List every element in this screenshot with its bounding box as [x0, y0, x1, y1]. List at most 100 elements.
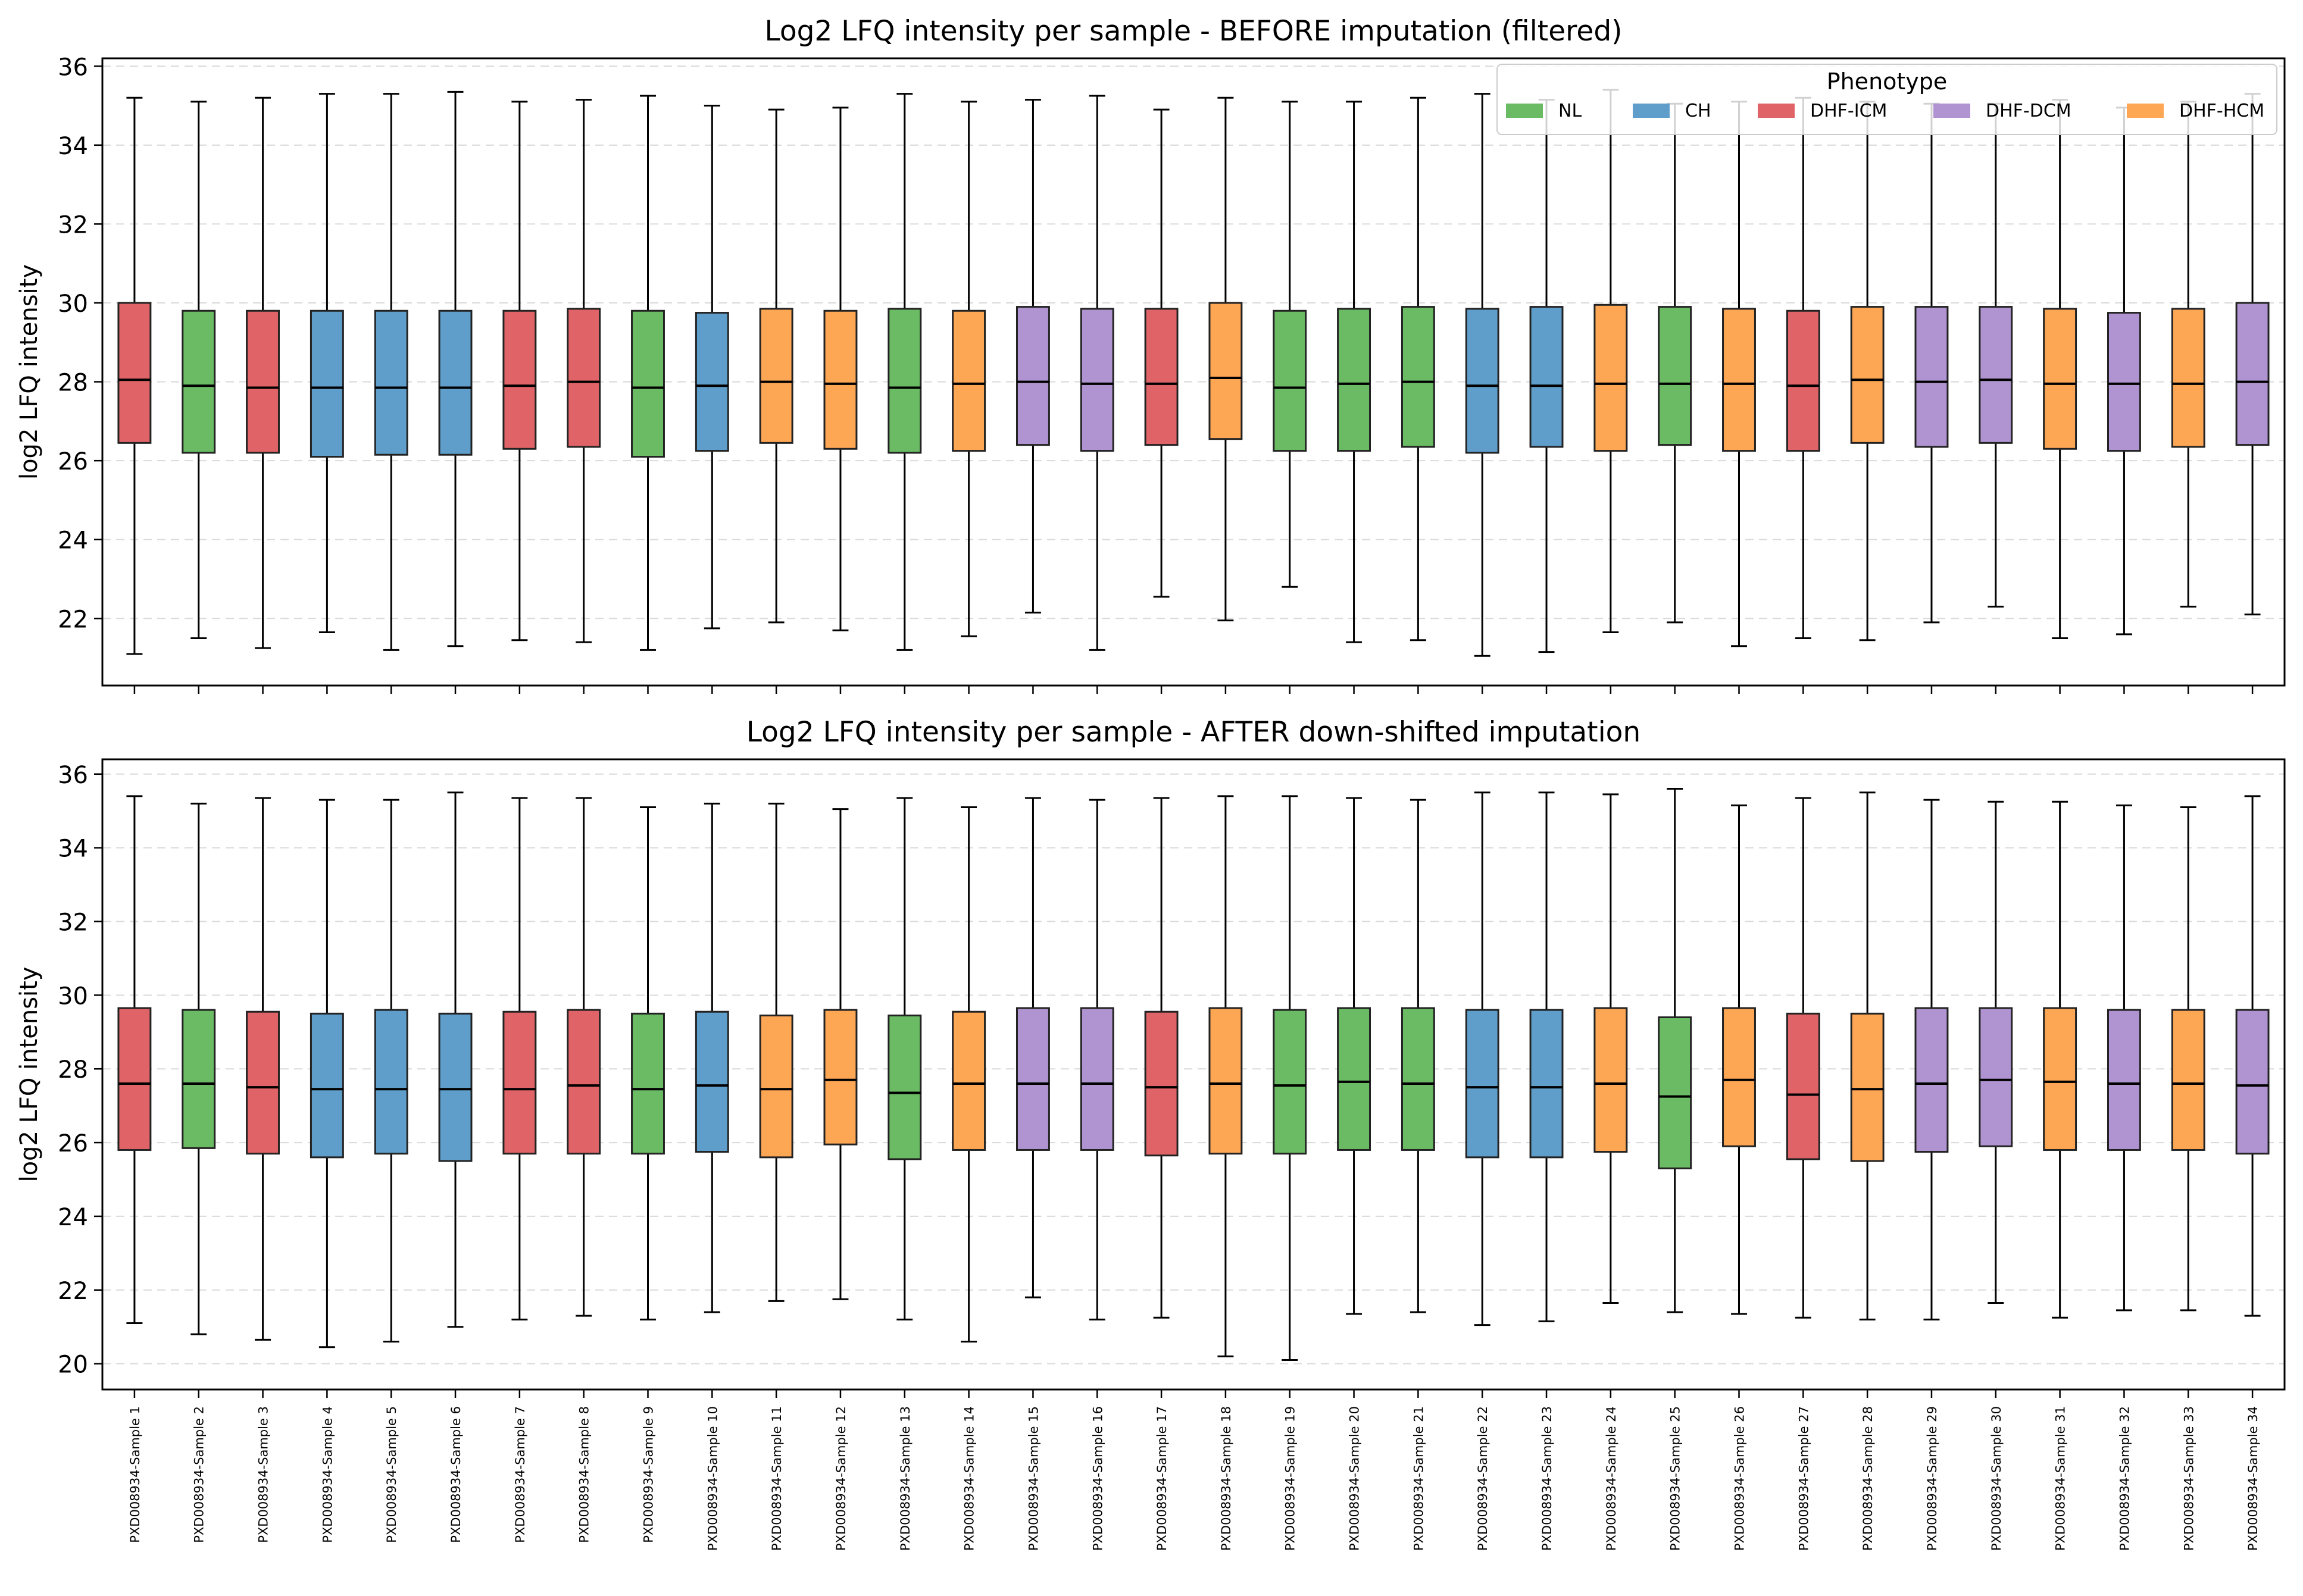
box-11: [759, 802, 793, 1302]
box-20: [1337, 101, 1371, 643]
box-28: [1850, 101, 1885, 641]
box-15: [1015, 797, 1050, 1298]
box-iqr: [502, 1010, 537, 1155]
box-14: [952, 806, 986, 1342]
box-iqr: [1786, 1012, 1820, 1160]
box-18: [1208, 96, 1243, 622]
box-10: [695, 105, 729, 630]
box-1: [117, 96, 152, 655]
legend-item-dhf-dcm: DHF-DCM: [1933, 101, 2071, 121]
box-7: [502, 797, 537, 1320]
box-19: [1273, 101, 1307, 588]
y-axis-label: log2 LFQ intensity: [15, 264, 43, 480]
panel-2: Log2 LFQ intensity per sample - AFTER do…: [15, 716, 2286, 1551]
x-tick-label: PXD008934-Sample 5: [385, 1406, 399, 1543]
box-iqr: [1015, 306, 1050, 446]
box-iqr: [823, 1009, 858, 1146]
box-iqr: [1401, 1007, 1435, 1151]
box-iqr: [2043, 308, 2077, 450]
x-tick-label: PXD008934-Sample 23: [1540, 1406, 1554, 1551]
y-tick-label: 32: [58, 909, 88, 936]
box-iqr: [2235, 1009, 2270, 1155]
plot-frame: [101, 758, 2286, 1391]
box-23: [1529, 791, 1564, 1322]
box-32: [2107, 107, 2141, 636]
box-iqr: [1273, 1009, 1307, 1155]
x-tick-label: PXD008934-Sample 4: [320, 1406, 335, 1543]
x-tick-label: PXD008934-Sample 17: [1155, 1406, 1169, 1551]
box-16: [1080, 95, 1114, 651]
box-9: [631, 95, 665, 651]
x-tick-label: PXD008934-Sample 18: [1219, 1406, 1233, 1551]
x-tick-label: PXD008934-Sample 8: [577, 1406, 592, 1543]
x-tick-label: PXD008934-Sample 31: [2054, 1406, 2068, 1551]
box-iqr: [631, 309, 665, 458]
box-iqr: [1850, 306, 1885, 444]
box-iqr: [2107, 1009, 2141, 1151]
x-tick-label: PXD008934-Sample 34: [2246, 1406, 2260, 1551]
box-25: [1658, 102, 1692, 624]
legend-item-nl: NL: [1506, 101, 1582, 121]
box-8: [567, 99, 601, 643]
box-24: [1593, 89, 1628, 634]
box-13: [888, 797, 922, 1320]
y-tick-label: 34: [58, 835, 88, 863]
x-tick-label: PXD008934-Sample 14: [963, 1406, 977, 1551]
box-2: [182, 101, 216, 639]
x-tick-label: PXD008934-Sample 21: [1411, 1406, 1426, 1551]
x-tick-label: PXD008934-Sample 16: [1090, 1406, 1105, 1551]
box-iqr: [182, 1009, 216, 1149]
y-tick-label: 20: [58, 1351, 88, 1379]
box-iqr: [1080, 1007, 1114, 1151]
y-tick-label: 32: [58, 211, 88, 239]
box-iqr: [631, 1012, 665, 1155]
x-tick-label: PXD008934-Sample 15: [1026, 1406, 1040, 1551]
x-tick-label: PXD008934-Sample 29: [1925, 1406, 1939, 1551]
box-iqr: [1979, 1007, 2013, 1147]
box-30: [1979, 102, 2013, 608]
legend-label: CH: [1685, 101, 1711, 121]
legend-item-dhf-icm: DHF-ICM: [1758, 101, 1887, 121]
x-tick-label: PXD008934-Sample 7: [513, 1406, 527, 1543]
box-iqr: [246, 1010, 280, 1155]
legend-title: Phenotype: [1827, 68, 1948, 95]
box-26: [1722, 804, 1756, 1315]
box-12: [823, 107, 858, 631]
box-9: [631, 806, 665, 1320]
box-4: [310, 93, 344, 634]
x-tick-label: PXD008934-Sample 28: [1861, 1406, 1875, 1551]
x-tick-label: PXD008934-Sample 30: [1989, 1406, 2004, 1551]
box-iqr: [1401, 306, 1435, 448]
x-tick-label: PXD008934-Sample 2: [192, 1406, 207, 1543]
y-tick-label: 22: [58, 606, 88, 633]
box-iqr: [1529, 306, 1564, 448]
y-tick-label: 26: [58, 448, 88, 475]
box-iqr: [1979, 306, 2013, 444]
panels: Log2 LFQ intensity per sample - BEFORE i…: [15, 15, 2286, 1551]
box-iqr: [759, 1014, 793, 1159]
box-iqr: [502, 309, 537, 450]
x-tick-label: PXD008934-Sample 32: [2117, 1406, 2132, 1551]
box-17: [1144, 108, 1179, 598]
box-11: [759, 108, 793, 624]
box-34: [2235, 795, 2270, 1317]
x-tick-label: PXD008934-Sample 22: [1476, 1406, 1490, 1551]
box-21: [1401, 96, 1435, 641]
legend-item-ch: CH: [1633, 101, 1711, 121]
y-tick-label: 24: [58, 527, 88, 555]
box-27: [1786, 797, 1820, 1319]
box-iqr: [1208, 1007, 1243, 1155]
box-iqr: [695, 1010, 729, 1153]
box-iqr: [2107, 312, 2141, 452]
box-17: [1144, 797, 1179, 1319]
x-tick-label: PXD008934-Sample 26: [1733, 1406, 1747, 1551]
box-10: [695, 802, 729, 1313]
x-tick-label: PXD008934-Sample 13: [898, 1406, 913, 1551]
box-iqr: [695, 312, 729, 452]
box-14: [952, 101, 986, 637]
box-25: [1658, 788, 1692, 1313]
box-iqr: [1465, 1009, 1499, 1159]
box-iqr: [1786, 309, 1820, 452]
